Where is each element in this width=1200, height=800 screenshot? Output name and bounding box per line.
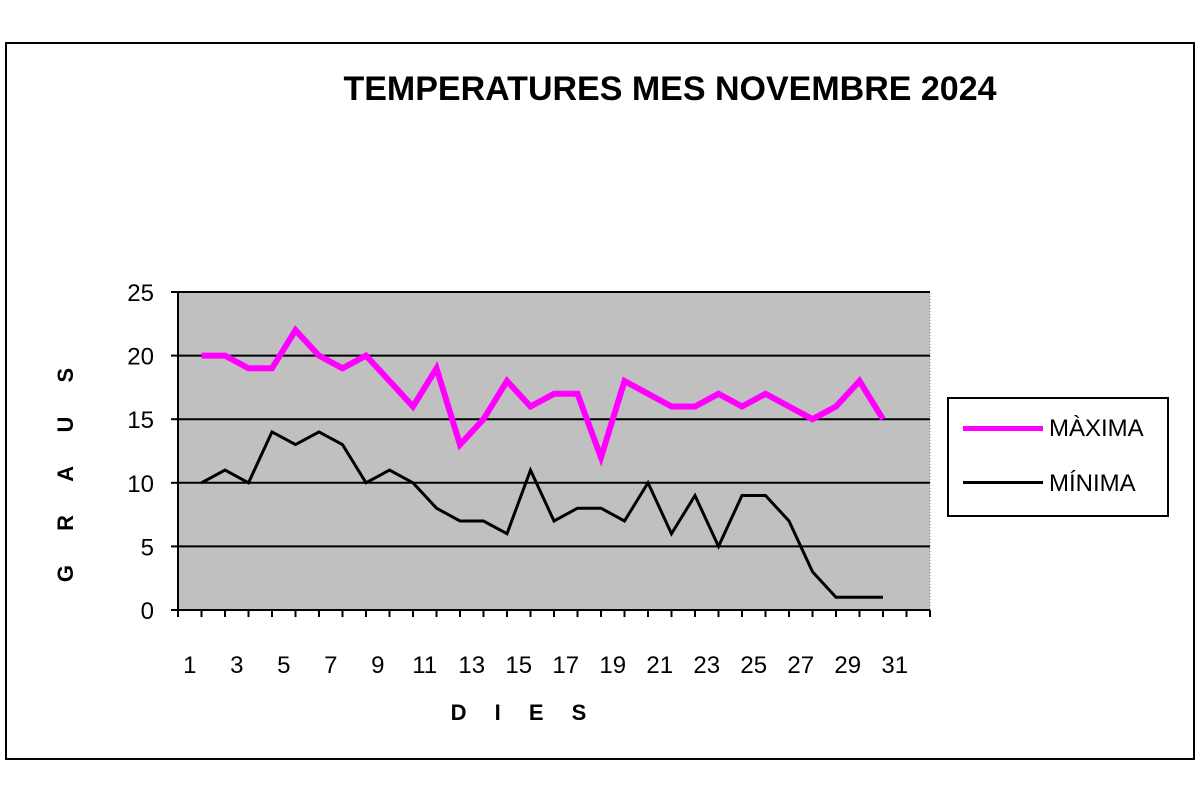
y-tick-label-15: 15 (127, 407, 154, 434)
x-tick-label-15: 15 (505, 652, 532, 679)
x-tick-label-11: 11 (412, 652, 437, 679)
legend-swatch-maxima (963, 426, 1043, 431)
legend-label-maxima: MÀXIMA (1049, 415, 1144, 442)
series-line-minima (200, 429, 883, 599)
legend-swatch-minima (963, 481, 1043, 484)
x-tick-label-25: 25 (740, 652, 767, 679)
x-tick-label-21: 21 (646, 652, 673, 679)
x-tick-label-27: 27 (787, 652, 814, 679)
x-tick-label-29: 29 (834, 652, 861, 679)
x-tick-label-3: 3 (230, 652, 243, 679)
x-axis-title: D I E S (450, 700, 598, 725)
y-tick-label-25: 25 (127, 280, 154, 307)
y-tick-label-0: 0 (141, 598, 154, 625)
legend-entry-minima: MÍNIMA (949, 464, 1167, 504)
y-tick-label-20: 20 (127, 344, 154, 371)
y-tick-label-10: 10 (127, 471, 154, 498)
x-tick-label-13: 13 (458, 652, 485, 679)
x-tick-label-31: 31 (881, 652, 908, 679)
x-tick-label-1: 1 (183, 652, 196, 679)
x-tick-label-9: 9 (371, 652, 384, 679)
legend: MÀXIMA MÍNIMA (947, 397, 1169, 517)
x-tick-label-5: 5 (277, 652, 290, 679)
x-tick-label-17: 17 (552, 652, 579, 679)
legend-label-minima: MÍNIMA (1049, 470, 1136, 497)
x-tick-label-19: 19 (599, 652, 626, 679)
series-line-maxima (201, 325, 886, 467)
y-tick-label-5: 5 (141, 534, 154, 561)
legend-entry-maxima: MÀXIMA (949, 409, 1167, 449)
chart-title: TEMPERATURES MES NOVEMBRE 2024 (343, 70, 997, 108)
x-tick-label-7: 7 (324, 652, 337, 679)
x-tick-label-23: 23 (693, 652, 720, 679)
